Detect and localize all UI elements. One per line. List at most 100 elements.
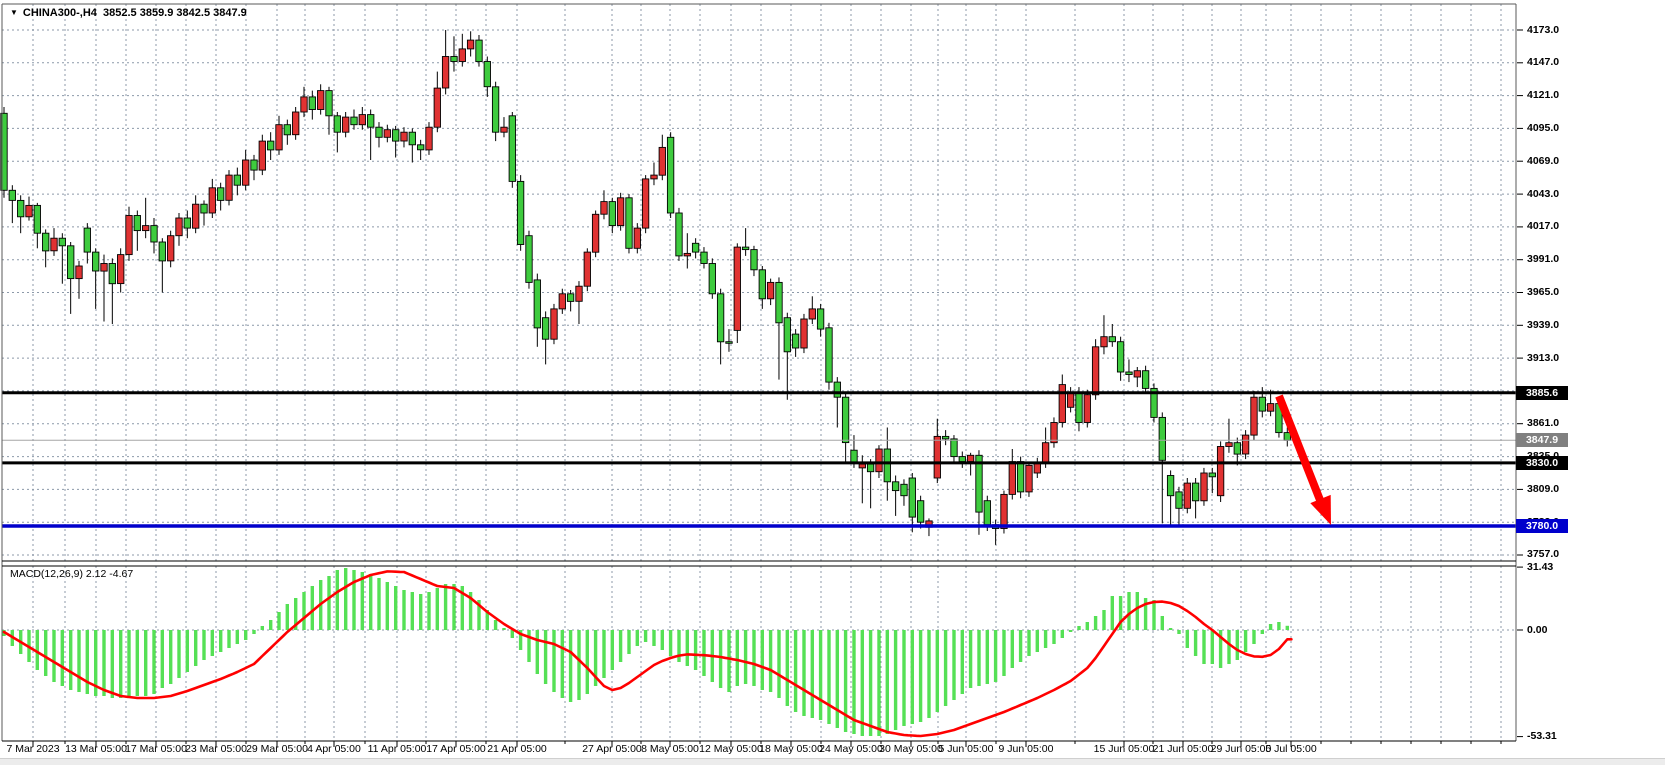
macd-bar: [1102, 610, 1106, 630]
bear-candle: [325, 90, 333, 117]
bear-candle: [42, 232, 50, 252]
bull-candle: [425, 126, 433, 151]
date-tick-label: 23 Mar 05:00: [185, 743, 247, 755]
bull-candle: [683, 252, 691, 257]
macd-bar: [1277, 622, 1281, 630]
bear-candle: [908, 477, 916, 518]
bear-candle: [491, 86, 500, 133]
bear-candle: [375, 126, 383, 138]
price-tick-label: 4095.0: [1527, 121, 1560, 134]
panel-frame: [1, 3, 1517, 742]
macd-bar: [918, 630, 923, 722]
macd-bar: [585, 630, 589, 694]
date-tick-label: 9 Jun 05:00: [998, 743, 1054, 755]
macd-bar: [793, 630, 798, 712]
date-tick-label: 24 May 05:00: [819, 743, 883, 755]
macd-bar: [952, 630, 956, 700]
macd-bar: [1210, 630, 1214, 664]
bull-candle: [400, 131, 408, 142]
macd-indicator-label: MACD(12,26,9) 2.12 -4.67: [10, 568, 133, 580]
date-tick-label: 5 Jul 05:00: [1265, 743, 1317, 755]
date-tick-label: 17 Apr 05:00: [426, 743, 486, 755]
macd-bar: [1068, 630, 1073, 632]
bear-candle: [417, 144, 425, 151]
bear-candle: [150, 225, 158, 243]
bull-candle: [441, 56, 450, 89]
bear-candle: [958, 456, 966, 463]
bear-candle: [267, 140, 275, 151]
bear-candle: [483, 61, 491, 88]
bull-candle: [1033, 462, 1041, 474]
bull-candle: [1183, 482, 1191, 509]
bull-candle: [591, 213, 600, 253]
macd-bar: [802, 630, 806, 716]
bear-candle: [833, 381, 841, 398]
macd-signal-value: -4.67: [109, 568, 134, 580]
bear-candle: [0, 112, 8, 191]
bear-candle: [625, 197, 633, 249]
date-tick-label: 29 Mar 05:00: [246, 743, 308, 755]
bear-candle: [33, 204, 41, 234]
bull-candle: [500, 126, 508, 133]
macd-bar: [94, 630, 98, 696]
macd-bar: [827, 630, 831, 724]
bull-candle: [125, 215, 133, 256]
macd-bar: [435, 588, 439, 630]
macd-bar: [244, 630, 248, 640]
macd-bar: [60, 630, 64, 686]
price-tick-label: 3809.0: [1527, 482, 1560, 495]
bear-candle: [675, 212, 683, 257]
macd-bar: [677, 630, 681, 662]
macd-bar: [277, 612, 281, 630]
bear-candle: [775, 281, 783, 324]
bull-candle: [633, 227, 641, 249]
bull-candle: [1200, 472, 1208, 502]
date-tick-label: 21 Jun 05:00: [1152, 743, 1214, 755]
macd-bar: [119, 630, 123, 698]
bear-candle: [1233, 442, 1241, 455]
bear-candle: [1108, 336, 1116, 343]
macd-bar: [102, 630, 106, 696]
bear-candle: [850, 449, 858, 464]
macd-bar: [610, 630, 614, 670]
bear-candle: [783, 317, 791, 353]
bear-candle: [408, 131, 416, 146]
macd-bar: [493, 620, 498, 630]
macd-bar: [1002, 630, 1006, 676]
date-tick-label: 27 Apr 05:00: [582, 743, 642, 755]
price-level-badge: 3780.0: [1516, 518, 1568, 533]
macd-bar: [602, 630, 606, 678]
bear-candle: [516, 180, 525, 245]
bull-candle: [583, 251, 591, 287]
bull-candle: [1041, 442, 1050, 464]
arrow-head[interactable]: [1310, 494, 1331, 525]
ohlc-values: 3852.5 3859.9 3842.5 3847.9: [103, 7, 247, 19]
bear-candle: [816, 308, 825, 330]
bear-candle: [58, 237, 66, 247]
macd-bar: [1010, 630, 1014, 668]
macd-bar: [777, 630, 781, 698]
macd-bar: [835, 630, 839, 728]
bear-candle: [392, 129, 400, 142]
symbol-dropdown-icon[interactable]: ▼: [10, 8, 18, 17]
macd-bar: [960, 630, 964, 694]
macd-bar: [402, 590, 406, 630]
bull-candle: [275, 124, 283, 151]
macd-bar: [935, 630, 939, 712]
bull-candle: [733, 246, 741, 331]
date-tick-label: 8 May 05:00: [641, 743, 699, 755]
bull-candle: [1266, 403, 1275, 412]
bull-candle: [1008, 461, 1016, 495]
level-lines: [2, 391, 1516, 528]
macd-bar: [285, 604, 289, 630]
bear-candle: [566, 293, 575, 302]
bear-candle: [92, 251, 100, 272]
macd-bar: [593, 630, 598, 686]
macd-bar: [902, 630, 906, 726]
macd-bar: [685, 630, 689, 666]
macd-bar: [1202, 630, 1206, 664]
bear-candle: [183, 217, 191, 229]
macd-bar: [110, 630, 114, 698]
macd-bar: [702, 630, 706, 676]
macd-bar: [69, 630, 73, 690]
